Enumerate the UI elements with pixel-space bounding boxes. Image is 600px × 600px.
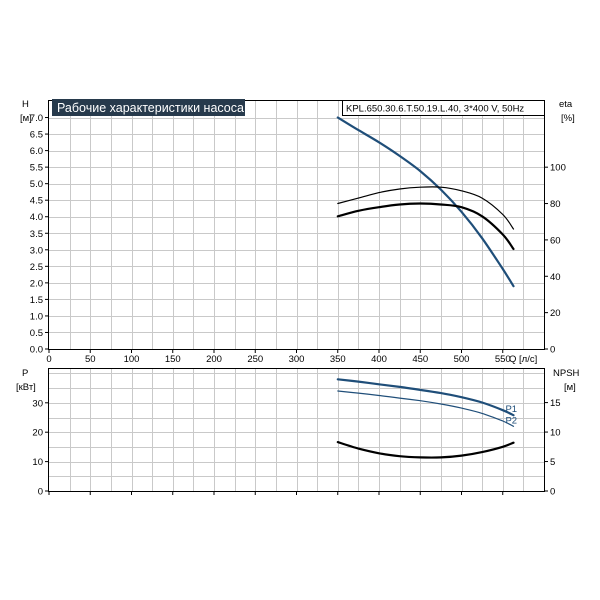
- series-label-p1: P1: [505, 404, 517, 415]
- head-chart-ticks: 0.0 0.5 1.0 1.5 2.0 2.5 3.0 3.5 4.0 4.5 5.0 5.5 6.0 6…: [30, 113, 566, 365]
- pump-model-box: [342, 100, 545, 116]
- power-right-tick-label: 0: [550, 487, 555, 498]
- flow-tick-label: 300: [289, 354, 305, 365]
- head-right-tick-label: 0: [550, 345, 555, 356]
- head-series-line-1: [337, 186, 515, 230]
- head-left-tick-label: 0.0: [30, 345, 43, 356]
- head-right-tick-label: 60: [550, 235, 561, 246]
- flow-tick-label: 450: [412, 354, 428, 365]
- head-left-tick-label: 2.5: [30, 262, 43, 273]
- power-series-line-2: [336, 441, 515, 459]
- flow-tick-label: 250: [247, 354, 263, 365]
- chart-title: Рабочие характеристики насоса: [57, 101, 244, 115]
- power-axis-unit: [кВт]: [16, 382, 36, 393]
- flow-tick-label: 150: [165, 354, 181, 365]
- flow-tick-label: 400: [371, 354, 387, 365]
- head-left-tick-label: 1.5: [30, 295, 43, 306]
- head-left-tick-label: 3.0: [30, 245, 43, 256]
- head-chart-grid: [49, 101, 544, 349]
- head-left-tick-label: 7.0: [30, 113, 43, 124]
- power-right-tick-label: 15: [550, 398, 561, 409]
- flow-tick-label: 350: [330, 354, 346, 365]
- power-series-line-0: [336, 378, 515, 417]
- flow-tick-label: 550: [495, 354, 511, 365]
- power-left-tick-label: 20: [32, 428, 43, 439]
- head-right-tick-label: 100: [550, 163, 566, 174]
- power-series-line-1: [337, 390, 515, 427]
- head-left-tick-label: 5.5: [30, 163, 43, 174]
- head-left-tick-label: 1.0: [30, 311, 43, 322]
- head-left-tick-label: 6.0: [30, 146, 43, 157]
- series-label-p2: P2: [505, 415, 517, 426]
- npsh-axis-unit: [м]: [564, 382, 576, 393]
- power-axis-title: P: [22, 368, 28, 379]
- head-left-tick-label: 2.0: [30, 278, 43, 289]
- head-left-tick-label: 4.0: [30, 212, 43, 223]
- power-left-tick-label: 10: [32, 457, 43, 468]
- pump-model-label: KPL.650.30.6.T.50.19.L.40, 3*400 V, 50Hz: [346, 104, 524, 115]
- power-right-tick-label: 10: [550, 428, 561, 439]
- flow-tick-label: 100: [124, 354, 140, 365]
- flow-axis-label: Q [л/с]: [509, 354, 537, 365]
- power-right-tick-label: 5: [550, 457, 555, 468]
- flow-tick-label: 0: [46, 354, 51, 365]
- flow-tick-label: 200: [206, 354, 222, 365]
- head-axis-title: H: [22, 99, 29, 110]
- power-left-tick-label: 0: [38, 487, 43, 498]
- head-left-tick-label: 0.5: [30, 328, 43, 339]
- power-chart-grid: [49, 369, 544, 491]
- head-axis-unit: [м]: [20, 113, 32, 124]
- head-left-tick-label: 5.0: [30, 179, 43, 190]
- head-left-tick-label: 4.5: [30, 196, 43, 207]
- head-series-line-0: [336, 116, 515, 288]
- head-left-tick-label: 6.5: [30, 130, 43, 141]
- head-efficiency-chart: 0.0 0.5 1.0 1.5 2.0 2.5 3.0 3.5 4.0 4.5 5.0 5.5 6.0 6…: [20, 99, 575, 365]
- power-chart-ticks: 0 10 20 30 0 5 10 15: [32, 398, 560, 497]
- efficiency-axis-title: eta: [559, 99, 573, 110]
- chart-title-box: [52, 99, 245, 116]
- power-left-tick-label: 30: [32, 398, 43, 409]
- npsh-axis-title: NPSH: [553, 368, 580, 379]
- head-right-tick-label: 20: [550, 308, 561, 319]
- head-chart-series: [336, 116, 515, 288]
- efficiency-axis-unit: [%]: [561, 113, 575, 124]
- head-right-tick-label: 40: [550, 272, 561, 283]
- flow-tick-label: 500: [454, 354, 470, 365]
- head-right-tick-label: 80: [550, 199, 561, 210]
- head-series-line-2: [336, 202, 515, 251]
- flow-tick-label: 50: [85, 354, 96, 365]
- head-left-tick-label: 3.5: [30, 229, 43, 240]
